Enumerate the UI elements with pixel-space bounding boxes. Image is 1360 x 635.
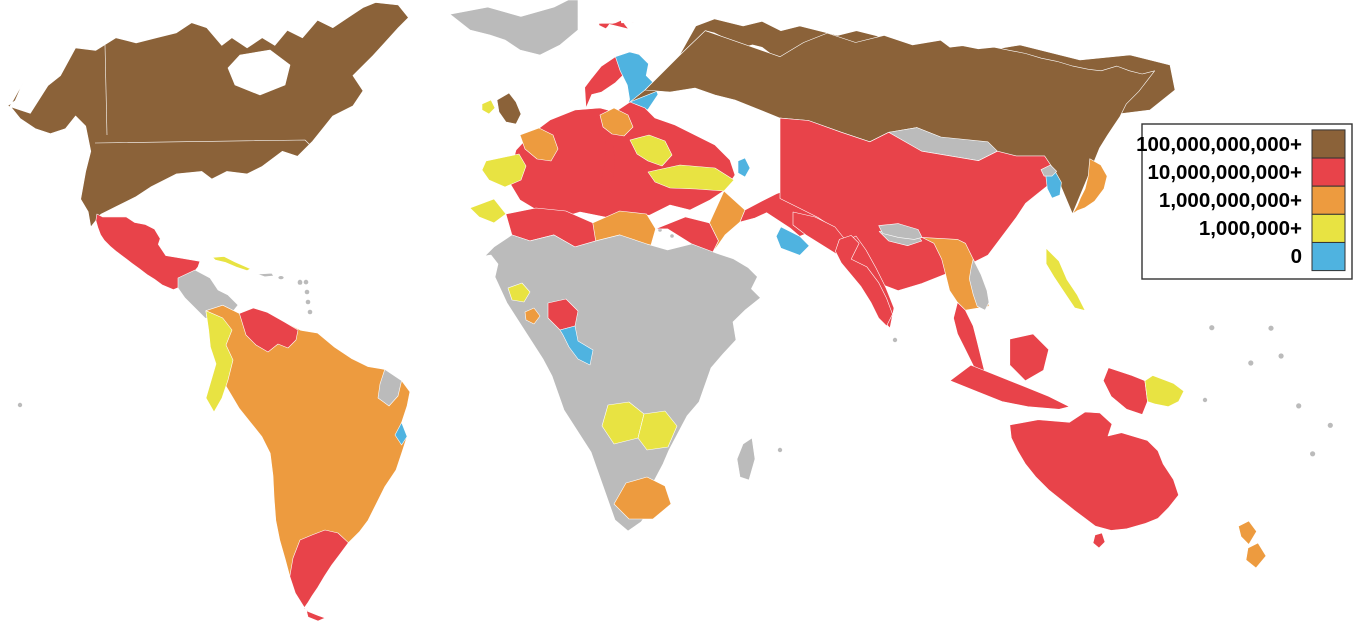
svg-text:100,000,000,000+: 100,000,000,000+ bbox=[1136, 133, 1302, 156]
svg-text:0: 0 bbox=[1291, 245, 1302, 268]
svg-text:10,000,000,000+: 10,000,000,000+ bbox=[1148, 161, 1302, 184]
svg-text:1,000,000,000+: 1,000,000,000+ bbox=[1159, 189, 1302, 212]
svg-text:1,000,000+: 1,000,000+ bbox=[1199, 217, 1302, 240]
